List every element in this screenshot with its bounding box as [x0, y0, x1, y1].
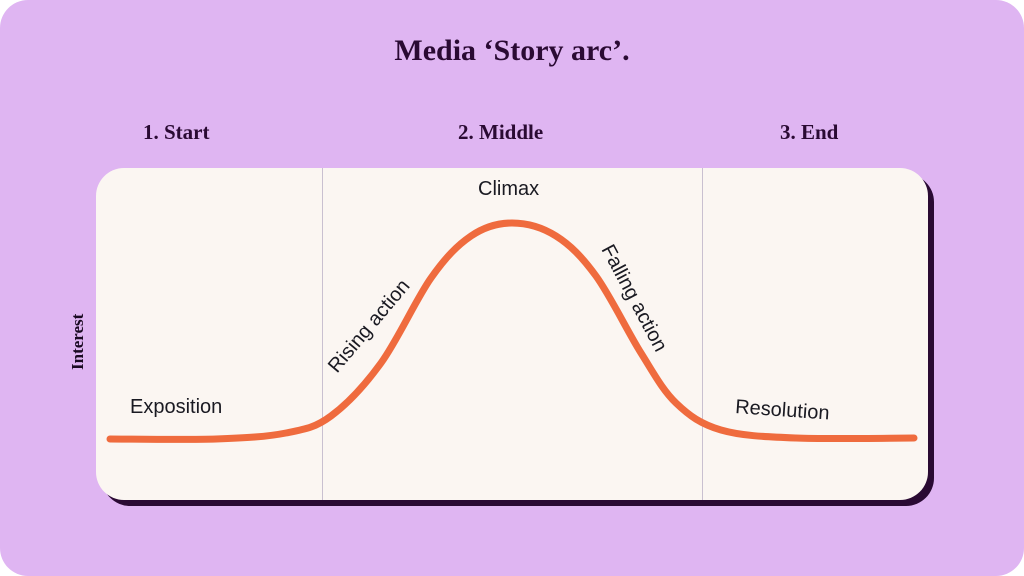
curve-label-climax: Climax: [478, 178, 539, 201]
section-label-middle: 2. Middle: [458, 120, 543, 145]
y-axis-label: Interest: [68, 314, 88, 370]
section-label-end: 3. End: [780, 120, 838, 145]
chart-panel: Exposition Rising action Climax Falling …: [96, 168, 928, 500]
chart-title: Media ‘Story arc’.: [0, 34, 1024, 68]
curve-label-exposition: Exposition: [130, 396, 222, 419]
story-arc-canvas: Media ‘Story arc’. Interest 1. Start 2. …: [0, 0, 1024, 576]
story-arc-curve: [96, 168, 928, 500]
section-label-start: 1. Start: [143, 120, 210, 145]
